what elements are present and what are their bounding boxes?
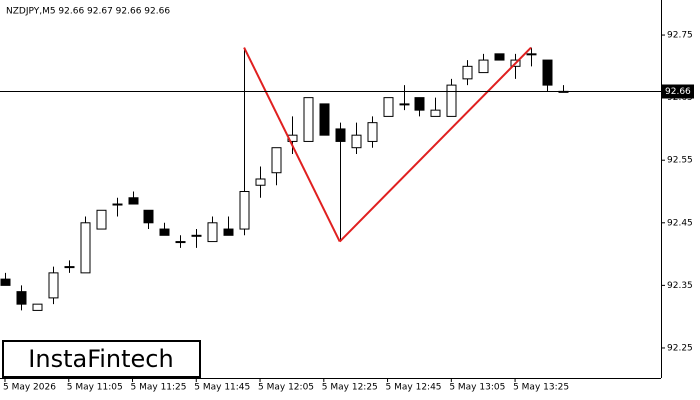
candle-body	[494, 53, 505, 61]
pattern-line	[243, 47, 341, 243]
candle-body	[239, 191, 250, 230]
candle-body	[32, 303, 43, 311]
x-tick-label: 5 May 12:25	[322, 383, 378, 393]
candle-body	[16, 291, 27, 305]
candle-body	[526, 53, 537, 56]
logo: InstaFintech	[28, 345, 173, 373]
candle-body	[462, 65, 473, 80]
candle-body	[255, 178, 266, 186]
candle-body	[542, 59, 553, 86]
candle-body	[351, 134, 362, 149]
candle-body	[319, 103, 330, 136]
candle-body	[207, 222, 218, 243]
candle-body	[80, 222, 91, 274]
last-price-label: 92.66	[665, 87, 691, 97]
x-tick-label: 5 May 11:05	[67, 383, 123, 393]
candle-body	[399, 103, 410, 106]
y-tick-label: 92.55	[667, 156, 693, 166]
candle-body	[271, 147, 282, 174]
candle-body	[48, 272, 59, 299]
candle-body	[96, 209, 107, 230]
y-tick-label: 92.35	[667, 281, 693, 291]
candle-body	[175, 241, 186, 244]
candle-body	[143, 209, 154, 224]
candle-body	[128, 197, 139, 205]
candle-body	[335, 128, 346, 142]
candle-body	[191, 234, 202, 237]
chart-title: NZDJPY,M5 92.66 92.67 92.66 92.66	[6, 7, 170, 17]
candle-body	[430, 109, 441, 117]
candle-body	[414, 97, 425, 111]
x-tick-label: 5 May 13:05	[449, 383, 505, 393]
candle-body	[383, 97, 394, 117]
candle-body	[478, 59, 489, 74]
x-tick-label: 5 May 13:25	[513, 383, 569, 393]
last-price-box	[662, 84, 694, 99]
y-tick-label: 92.45	[667, 218, 693, 228]
y-tick-label: 92.25	[667, 343, 693, 353]
candle-body	[303, 97, 314, 142]
x-tick-label: 5 May 12:05	[258, 383, 314, 393]
x-tick-label: 5 May 11:25	[131, 383, 187, 393]
x-tick-label: 5 May 11:45	[194, 383, 250, 393]
candle-body	[367, 122, 378, 142]
candle-body	[112, 203, 123, 206]
candle-body	[64, 266, 75, 269]
candle-body	[0, 278, 11, 286]
x-tick-label: 5 May 2026	[3, 383, 56, 393]
y-tick-label: 92.75	[667, 31, 693, 41]
candle-body	[446, 84, 457, 117]
logo-box	[2, 340, 201, 378]
x-tick-label: 5 May 12:45	[386, 383, 442, 393]
candle-body	[223, 228, 234, 236]
candle-body	[159, 228, 170, 236]
pattern-line	[339, 46, 532, 243]
